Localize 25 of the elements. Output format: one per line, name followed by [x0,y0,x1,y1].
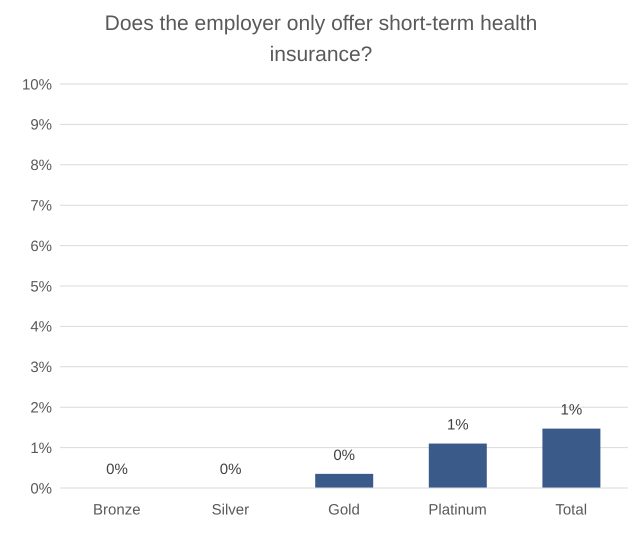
data-label: 1% [560,402,582,419]
x-tick-label: Silver [212,502,250,519]
bar [315,474,374,488]
y-tick-label: 1% [30,440,52,457]
y-tick-label: 2% [30,400,52,417]
y-tick-label: 8% [30,157,52,174]
bar [542,428,600,488]
data-label: 0% [333,446,356,464]
y-tick-label: 7% [30,198,52,215]
y-tick-label: 0% [30,480,52,498]
x-tick-label: Total [555,502,588,519]
data-label: 0% [106,461,128,478]
bar [428,444,487,488]
y-tick-label: 6% [30,238,52,255]
data-label: 1% [446,416,469,434]
x-tick-label: Gold [328,502,360,519]
y-tick-label: 4% [30,318,52,336]
y-tick-label: 10% [22,76,52,94]
y-tick-label: 9% [30,116,52,134]
data-label: 0% [220,461,242,478]
y-tick-label: 3% [30,359,52,376]
x-tick-label: Bronze [93,502,141,519]
x-tick-label: Platinum [428,502,487,519]
y-tick-label: 5% [30,278,52,296]
chart-title: Does the employer only offer short-term health insurance? [104,11,538,68]
